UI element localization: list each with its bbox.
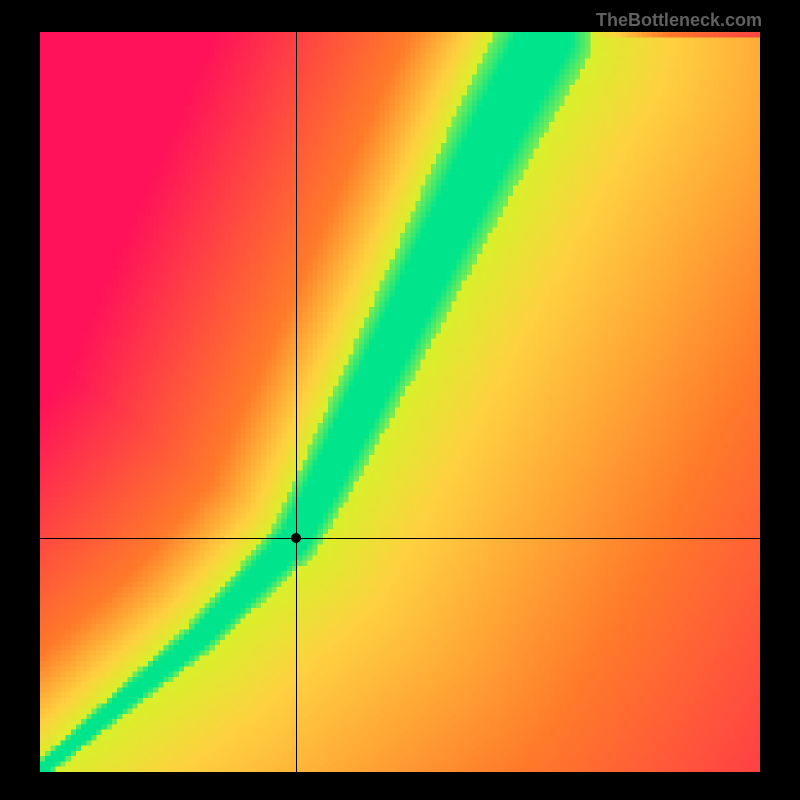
watermark-text: TheBottleneck.com (596, 10, 762, 31)
bottleneck-heatmap (40, 32, 760, 772)
operating-point-marker (291, 533, 301, 543)
heatmap-canvas (40, 32, 760, 772)
crosshair-vertical (296, 32, 297, 772)
crosshair-horizontal (40, 538, 760, 539)
